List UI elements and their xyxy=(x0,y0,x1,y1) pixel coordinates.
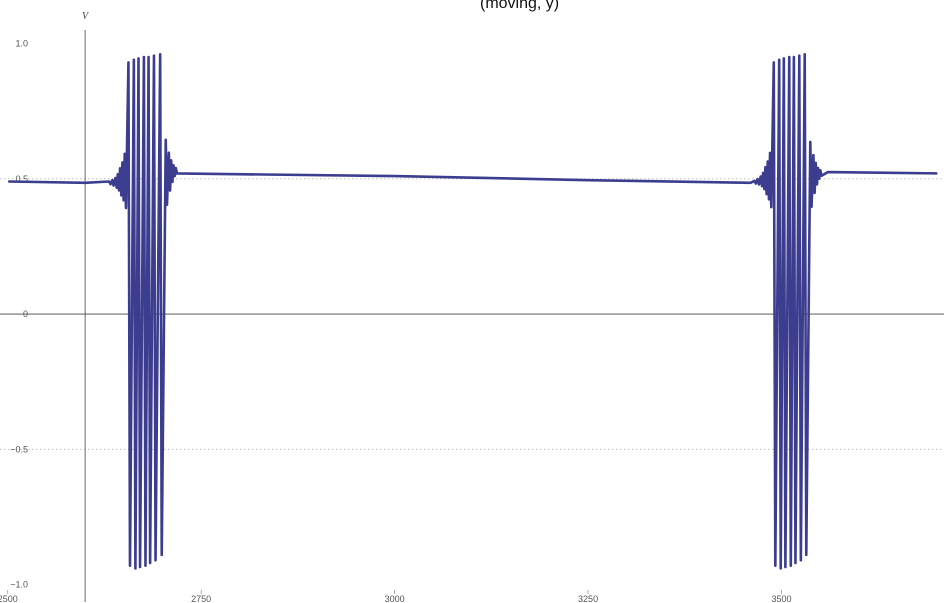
spike-peak xyxy=(804,53,806,55)
y-tick-label: 0 xyxy=(23,309,28,319)
spike-trough xyxy=(794,562,797,564)
spike-peak xyxy=(153,55,155,57)
spike-trough xyxy=(780,567,782,569)
spike-peak xyxy=(159,53,161,55)
spike-trough xyxy=(149,562,151,564)
y-axis-label: V xyxy=(82,11,90,22)
y-tick-label: −0.5 xyxy=(10,444,28,454)
spike-trough xyxy=(154,559,157,561)
spike-peak xyxy=(137,57,140,60)
spike-peak xyxy=(133,59,135,61)
spike-peak xyxy=(143,56,145,58)
spike-trough xyxy=(134,567,137,569)
chart-title-fragment: (moving, y) xyxy=(480,0,559,12)
spike-peak xyxy=(788,56,790,58)
spike-trough xyxy=(774,565,776,567)
spike-trough xyxy=(784,566,786,568)
spike-trough xyxy=(139,566,141,568)
spike-trough xyxy=(161,554,163,556)
spike-trough xyxy=(800,559,802,561)
y-tick-label: 1.0 xyxy=(15,39,28,49)
spike-peak xyxy=(147,56,150,58)
spike-trough xyxy=(144,565,147,567)
x-tick-label: 3500 xyxy=(771,594,791,603)
spike-trough xyxy=(790,565,792,567)
spike-peak xyxy=(127,61,130,64)
x-tick-label: 2500 xyxy=(0,594,18,603)
voltage-line xyxy=(7,53,938,570)
spike-peak xyxy=(778,59,780,61)
spike-peak xyxy=(798,55,800,57)
spike-peak xyxy=(783,57,785,60)
y-tick-label: 0.5 xyxy=(15,174,28,184)
x-tick-label: 2750 xyxy=(191,594,211,603)
y-tick-label: −1.0 xyxy=(10,580,28,590)
series-voltage xyxy=(7,53,938,570)
spike-trough xyxy=(805,554,807,556)
tick-labels: 1.0 0.5 0 −0.5 −1.0 2500 2750 3000 3250 3500 xyxy=(0,39,792,603)
x-tick-label: 3250 xyxy=(578,594,598,603)
x-tick-label: 3000 xyxy=(385,594,405,603)
spike-peak xyxy=(773,61,775,64)
spike-peak xyxy=(793,56,795,58)
spike-trough xyxy=(129,565,131,567)
